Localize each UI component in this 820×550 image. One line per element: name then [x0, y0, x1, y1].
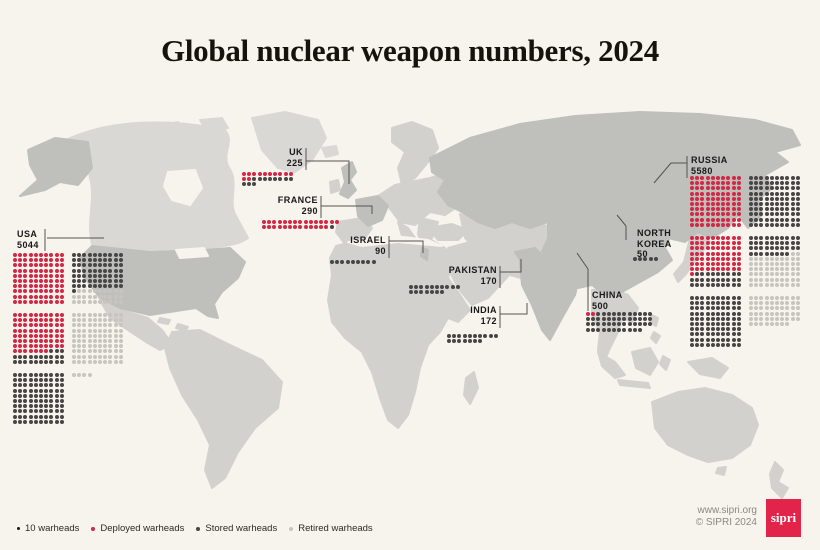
map-alaska [19, 137, 93, 197]
sipri-logo-text: sipri [770, 510, 797, 525]
legend-item-10-warheads: 10 warheads [17, 523, 79, 534]
map-madagascar [463, 371, 479, 405]
leader-line-india [500, 303, 528, 315]
legend-dot-icon [196, 526, 201, 531]
map-greenland [251, 111, 327, 173]
legend-dot-icon [17, 527, 20, 530]
map-australia [651, 387, 759, 463]
map-great-lakes [175, 247, 209, 259]
map-ireland [329, 179, 341, 194]
map-turkey [427, 223, 469, 241]
map-iceland [321, 145, 339, 158]
map-scandinavia [391, 121, 439, 186]
sipri-logo: sipri [766, 499, 801, 537]
legend-dot-icon [91, 526, 96, 531]
leader-line-uk [306, 160, 350, 184]
legend-label: 10 warheads [25, 523, 80, 534]
leader-line-russia [653, 162, 687, 184]
map-hudson-bay [163, 169, 203, 206]
map-borneo [631, 347, 659, 376]
footer-credits: www.sipri.org © SIPRI 2024 [696, 505, 757, 529]
legend-item-deployed-warheads: Deployed warheads [91, 523, 184, 534]
leader-line-north-korea [616, 214, 627, 227]
legend-label: Deployed warheads [100, 523, 185, 534]
map-java [617, 379, 651, 389]
legend-label: Stored warheads [205, 523, 278, 534]
map-china [541, 204, 673, 296]
map-tasmania [715, 466, 727, 476]
map-south-america [164, 329, 283, 489]
footer-copyright: © SIPRI 2024 [695, 517, 757, 528]
leader-line-pakistan [500, 259, 522, 273]
legend: 10 warheads Deployed warheads Stored warhe… [17, 523, 373, 534]
page-title: Global nuclear weapon numbers, 2024 [161, 33, 659, 68]
leader-line-china [576, 252, 589, 291]
map-new-guinea [687, 357, 729, 379]
map-sulawesi [659, 355, 671, 371]
legend-item-retired-warheads: Retired warheads [289, 523, 373, 534]
leader-line-france [321, 205, 373, 214]
map-sumatra [597, 351, 626, 379]
legend-label: Retired warheads [298, 523, 373, 534]
legend-dot-icon [289, 526, 294, 531]
leader-line-israel [389, 240, 424, 253]
footer-website: www.sipri.org [697, 505, 757, 516]
legend-item-stored-warheads: Stored warheads [196, 523, 277, 534]
map-arctic-islands [149, 117, 229, 139]
map-new-zealand [769, 461, 789, 499]
map-uk [339, 161, 357, 199]
